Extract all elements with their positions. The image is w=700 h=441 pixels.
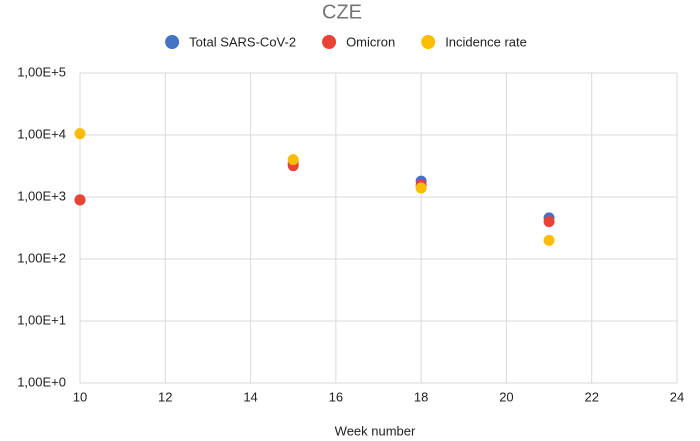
- x-axis-label: Week number: [335, 423, 416, 438]
- point: [74, 194, 86, 206]
- y-tick-label: 1,00E+1: [17, 312, 66, 327]
- x-tick-label: 14: [243, 389, 257, 404]
- x-tick-label: 12: [158, 389, 172, 404]
- x-tick-label: 18: [414, 389, 428, 404]
- y-tick-label: 1,00E+0: [17, 374, 66, 389]
- legend-label: Omicron: [346, 34, 395, 49]
- x-tick-label: 20: [499, 389, 513, 404]
- x-tick-label: 10: [73, 389, 87, 404]
- point: [415, 182, 427, 194]
- legend-marker: [165, 35, 180, 49]
- point: [287, 154, 299, 166]
- legend-marker: [421, 35, 436, 49]
- x-tick-label: 24: [670, 389, 684, 404]
- legend-marker: [322, 35, 337, 49]
- y-tick-label: 1,00E+3: [17, 188, 66, 203]
- point: [543, 234, 555, 246]
- chart-title: CZE: [322, 1, 362, 23]
- point: [543, 216, 555, 228]
- x-tick-label: 16: [329, 389, 343, 404]
- y-tick-label: 1,00E+4: [17, 126, 66, 141]
- point: [74, 128, 86, 140]
- legend-label: Incidence rate: [445, 34, 527, 49]
- y-tick-label: 1,00E+5: [17, 64, 66, 79]
- x-tick-label: 22: [584, 389, 598, 404]
- legend-label: Total SARS-CoV-2: [189, 34, 296, 49]
- y-tick-label: 1,00E+2: [17, 250, 66, 265]
